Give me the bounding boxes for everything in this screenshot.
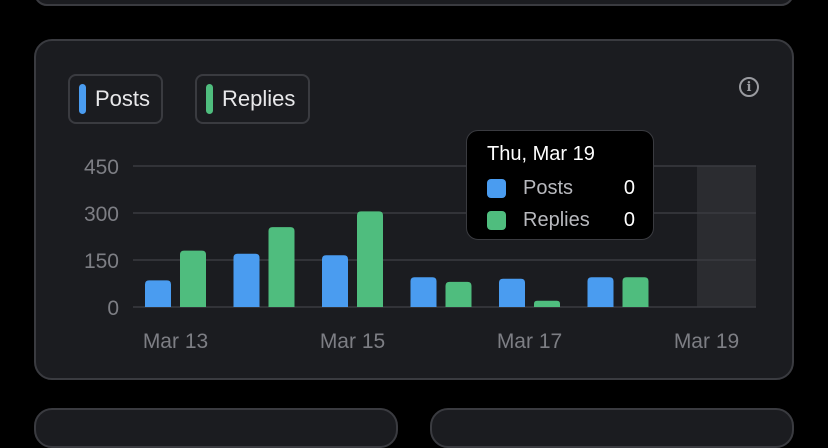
legend-replies-label: Replies xyxy=(222,86,296,111)
legend-posts-label: Posts xyxy=(95,86,151,111)
x-tick-label: Mar 15 xyxy=(320,330,385,353)
tooltip-replies-value: 0 xyxy=(623,208,635,231)
x-tick-label: Mar 13 xyxy=(143,330,208,353)
bar-posts-mar-17 xyxy=(499,278,525,307)
tooltip-title: Thu, Mar 19 xyxy=(487,143,595,165)
bar-replies-mar-15 xyxy=(357,211,383,307)
y-tick-label: 150 xyxy=(84,250,119,273)
bar-posts-mar-13 xyxy=(145,280,171,307)
tooltip-replies-label: Replies xyxy=(523,208,590,231)
chart-tooltip: Thu, Mar 19 Posts 0 Replies 0 xyxy=(466,130,654,240)
bar-replies-mar-17 xyxy=(534,300,560,307)
bar-replies-mar-16 xyxy=(445,281,472,307)
y-tick-label: 450 xyxy=(84,156,119,179)
highlight-column xyxy=(697,166,756,307)
bottom-left-card xyxy=(34,408,398,448)
bar-replies-mar-13 xyxy=(180,250,206,307)
bottom-right-card xyxy=(430,408,794,448)
legend-posts-toggle[interactable]: Posts xyxy=(68,74,163,124)
x-tick-label: Mar 19 xyxy=(674,330,739,353)
y-tick-label: 300 xyxy=(84,203,119,226)
bar-posts-mar-16 xyxy=(410,277,437,307)
x-tick-label: Mar 17 xyxy=(497,330,562,353)
bar-posts-mar-18 xyxy=(587,277,614,307)
bar-replies-mar-18 xyxy=(622,277,649,307)
y-tick-label: 0 xyxy=(107,297,119,320)
activity-chart-card: Posts Replies i xyxy=(34,39,794,380)
tooltip-row-posts: Posts 0 xyxy=(487,175,635,201)
bar-chart: 0 150 300 450 Mar 13 Mar 15 Mar 17 Mar 19 xyxy=(84,156,756,353)
info-glyph: i xyxy=(746,79,752,95)
bar-replies-mar-14 xyxy=(268,227,295,307)
bar-posts-mar-15 xyxy=(322,255,348,307)
tooltip-posts-label: Posts xyxy=(523,176,574,199)
tooltip-posts-value: 0 xyxy=(623,176,635,199)
bar-posts-mar-14 xyxy=(233,253,260,307)
info-circle-icon[interactable]: i xyxy=(739,77,759,97)
replies-swatch xyxy=(206,84,213,114)
tooltip-replies-swatch xyxy=(487,210,506,230)
legend-replies-toggle[interactable]: Replies xyxy=(195,74,310,124)
tooltip-row-replies: Replies 0 xyxy=(487,207,635,233)
tooltip-posts-swatch xyxy=(487,178,506,198)
posts-swatch xyxy=(79,84,86,114)
